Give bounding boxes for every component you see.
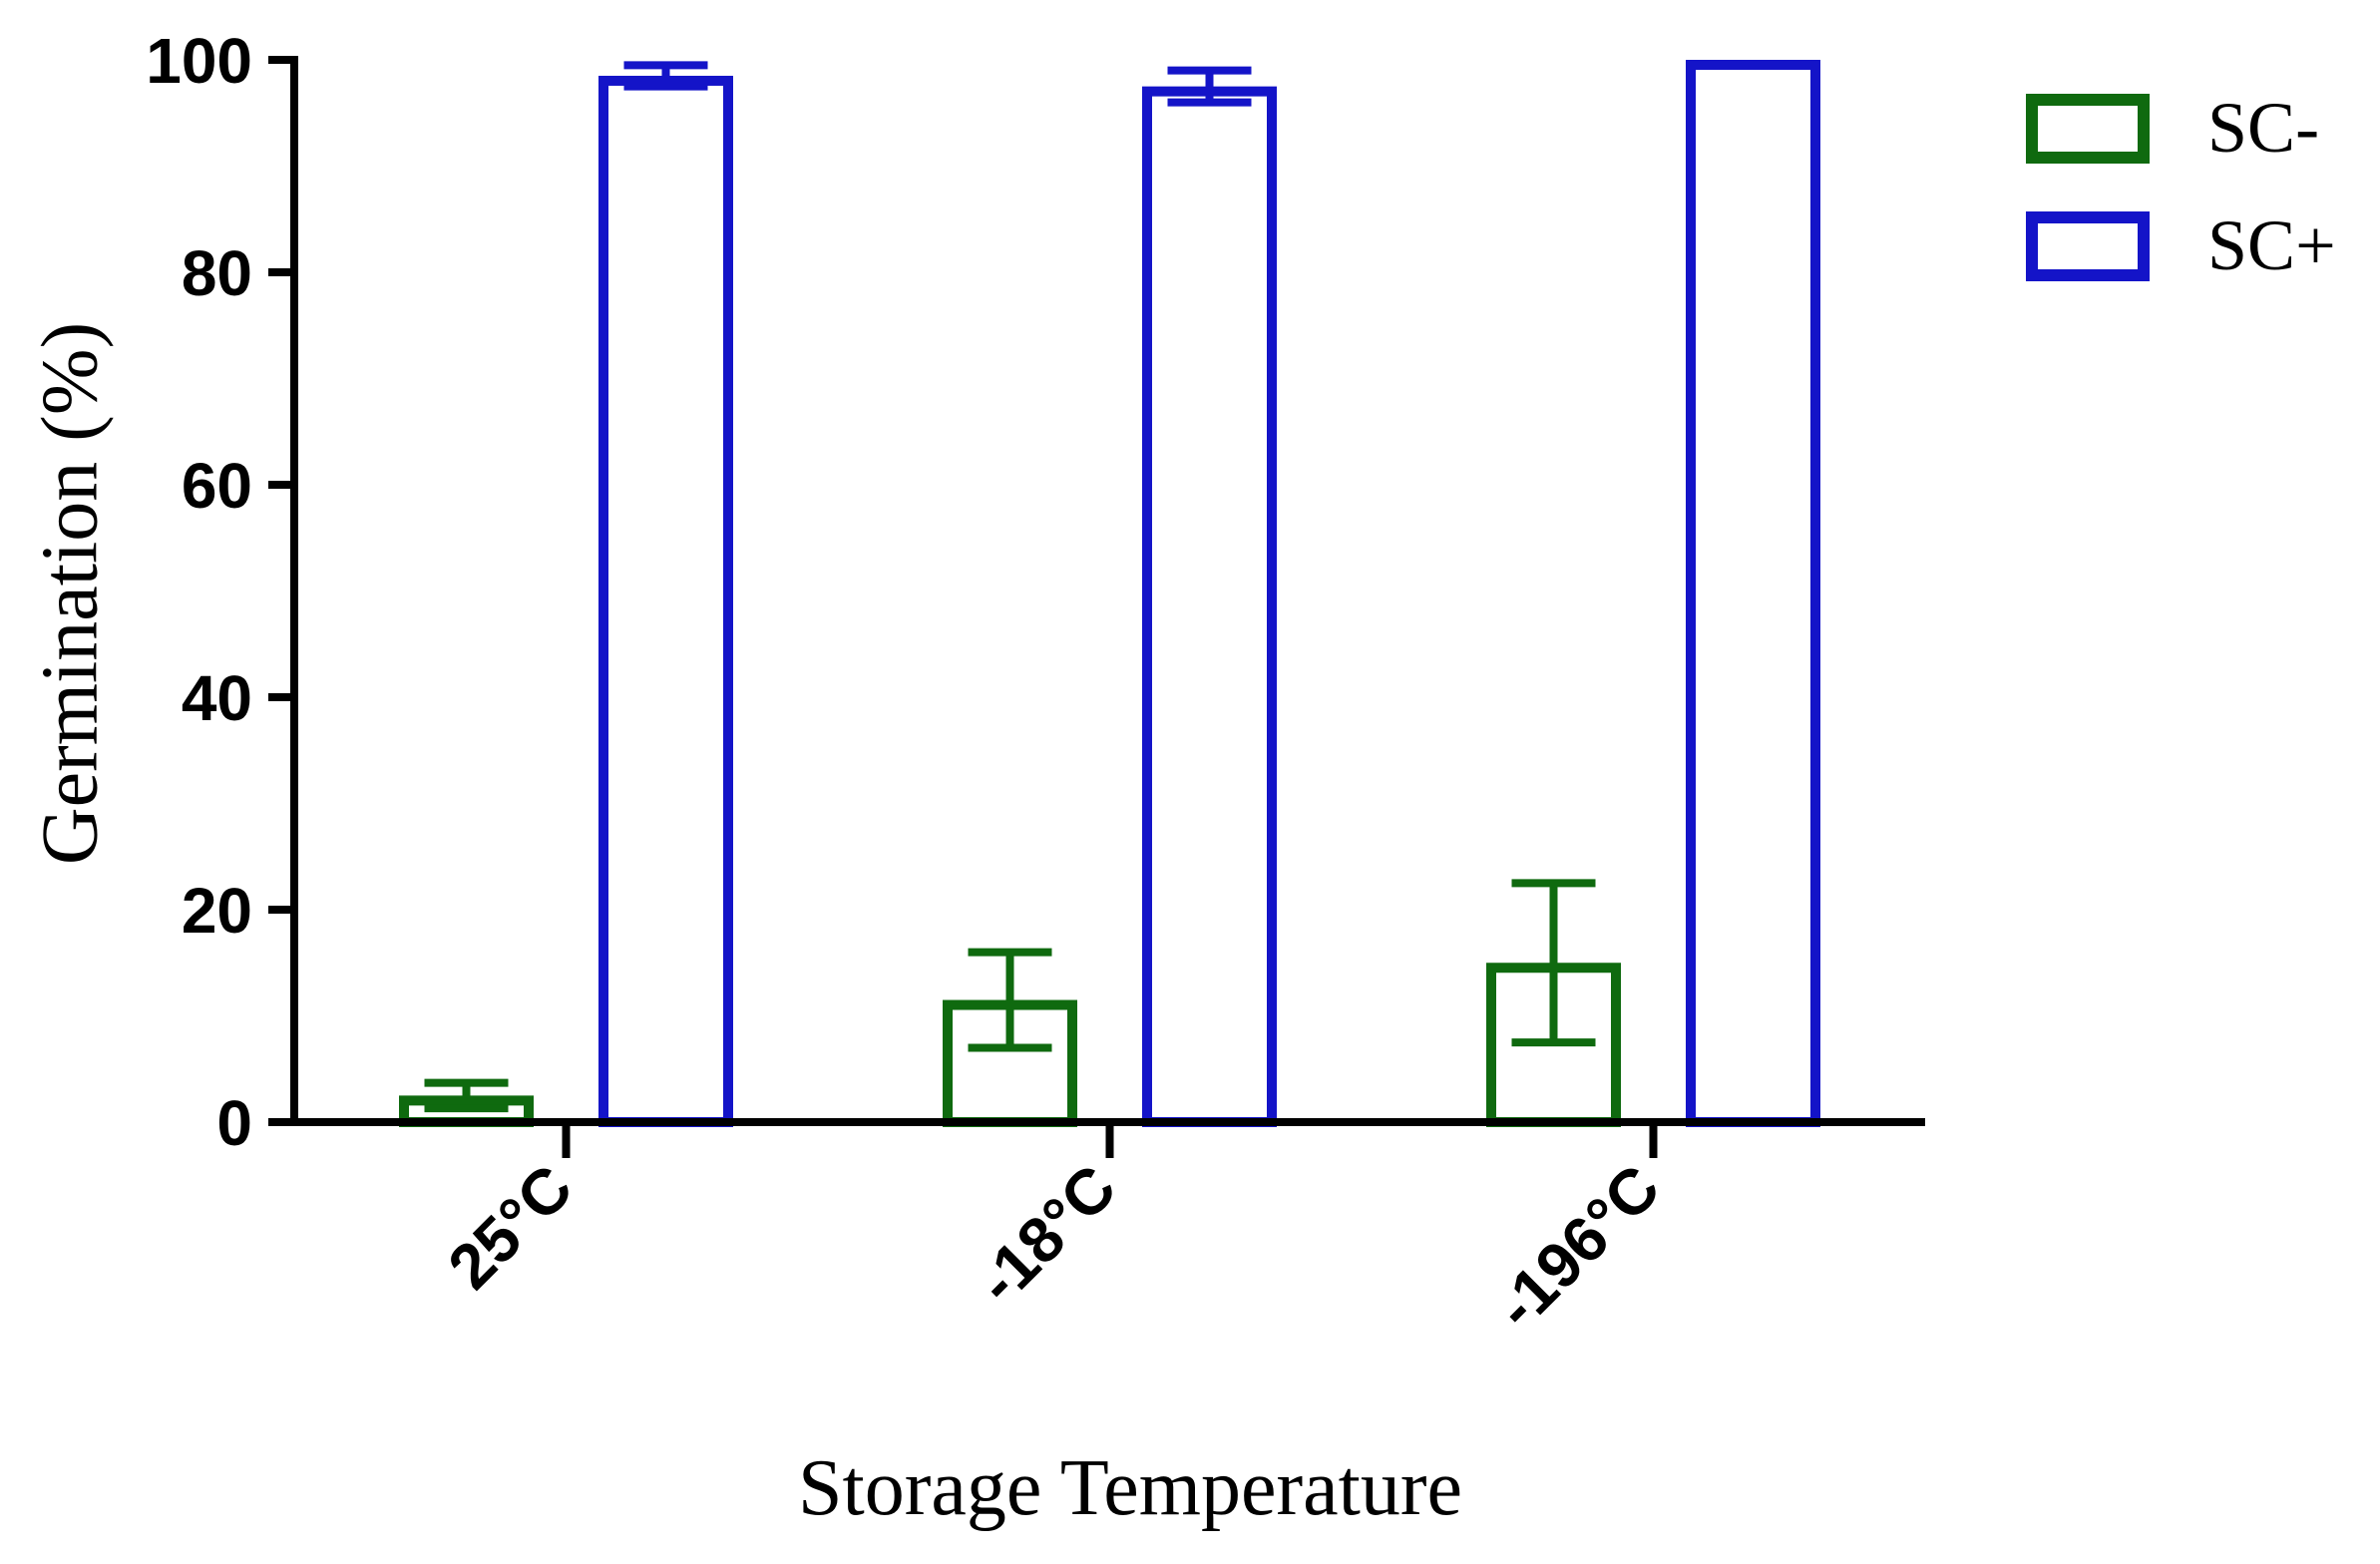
y-tick-label: 100 [146,25,252,97]
x-ticks: 25°C -18°C -196°C [434,1122,1673,1343]
bars-layer [399,60,1820,1128]
legend-label: SC+ [2207,205,2336,285]
x-tick-label: 25°C [434,1151,586,1303]
y-axis-title: Germination (%) [26,322,114,865]
axes-layer [290,56,1925,1126]
x-tick-label: -18°C [963,1151,1129,1318]
bar-scplus-1 [598,75,733,1128]
legend-swatch [2026,211,2150,281]
legend-swatch [2026,94,2150,164]
y-tick-label: 20 [182,875,252,947]
y-ticks: 0 20 40 60 80 100 [146,25,294,1159]
legend-label: SC- [2207,88,2319,168]
y-tick-label: 0 [216,1087,252,1159]
legend: SC- SC+ [2026,88,2336,285]
error-bars-layer [424,61,1596,1113]
y-tick-label: 80 [182,237,252,309]
y-tick-label: 60 [182,450,252,522]
x-tick-label: -196°C [1481,1151,1673,1343]
y-tick-label: 40 [182,662,252,734]
bar-scplus-2 [1142,86,1277,1127]
x-axis-title: Storage Temperature [798,1444,1462,1532]
bar-scplus-3 [1686,60,1820,1127]
